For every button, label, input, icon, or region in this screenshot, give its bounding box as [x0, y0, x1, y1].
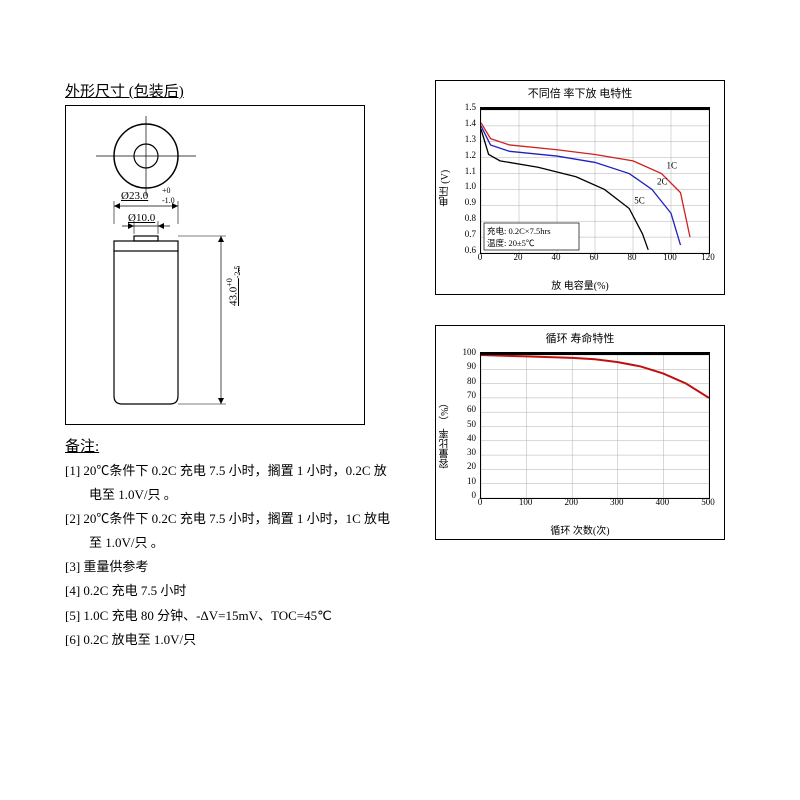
- xtick-label: 20: [506, 252, 530, 262]
- ytick-label: 0.8: [452, 213, 476, 223]
- svg-text:充电: 0.2C×7.5hrs: 充电: 0.2C×7.5hrs: [487, 226, 551, 236]
- dimension-title: 外形尺寸 (包装后): [65, 80, 395, 101]
- xtick-label: 400: [650, 497, 674, 507]
- note-item: [6] 0.2C 放电至 1.0V/只: [65, 629, 395, 651]
- chart2-title: 循环 寿命特性: [436, 330, 724, 346]
- ytick-label: 90: [452, 361, 476, 371]
- xtick-label: 0: [468, 497, 492, 507]
- chart1-ylabel: 电压 (V): [438, 169, 453, 205]
- xtick-label: 0: [468, 252, 492, 262]
- dimension-drawing: Ø23.0 +0 -1.0 Ø10.0 43.0+0-2.5: [65, 105, 365, 425]
- ytick-label: 1.5: [452, 102, 476, 112]
- xtick-label: 500: [696, 497, 720, 507]
- chart1-xlabel: 放 电容量(%): [436, 277, 724, 292]
- ytick-label: 30: [452, 447, 476, 457]
- chart1-title: 不同倍 率下放 电特性: [436, 85, 724, 101]
- xtick-label: 40: [544, 252, 568, 262]
- ytick-label: 20: [452, 461, 476, 471]
- discharge-chart: 不同倍 率下放 电特性 电压 (V) 放 电容量(%) 1C 2C 5C 充电: 0.…: [435, 80, 725, 295]
- dim-diameter-tol-bot: -1.0: [162, 196, 175, 205]
- ytick-label: 40: [452, 433, 476, 443]
- note-item: [3] 重量供参考: [65, 556, 395, 578]
- notes-list: [1] 20℃条件下 0.2C 充电 7.5 小时，搁置 1 小时，0.2C 放…: [65, 460, 395, 651]
- dim-diameter-tol-top: +0: [162, 186, 171, 195]
- dim-top-diameter: Ø10.0: [128, 212, 155, 224]
- ytick-label: 1.2: [452, 150, 476, 160]
- note-item-cont: 电至 1.0V/只 。: [65, 484, 395, 506]
- dim-height: 43.0+0-2.5: [225, 266, 242, 306]
- ytick-label: 1.3: [452, 134, 476, 144]
- svg-text:1C: 1C: [667, 161, 678, 171]
- cycle-life-chart: 循环 寿命特性 容量比率 （%） 循环 次数(次) 10090807060504…: [435, 325, 725, 540]
- chart2-plot: [480, 352, 710, 499]
- note-item: [2] 20℃条件下 0.2C 充电 7.5 小时，搁置 1 小时，1C 放电: [65, 508, 395, 530]
- right-column: 不同倍 率下放 电特性 电压 (V) 放 电容量(%) 1C 2C 5C 充电: 0.…: [435, 80, 735, 653]
- ytick-label: 70: [452, 390, 476, 400]
- ytick-label: 60: [452, 404, 476, 414]
- ytick-label: 100: [452, 347, 476, 357]
- note-item: [1] 20℃条件下 0.2C 充电 7.5 小时，搁置 1 小时，0.2C 放: [65, 460, 395, 482]
- ytick-label: 50: [452, 419, 476, 429]
- xtick-label: 300: [605, 497, 629, 507]
- ytick-label: 1.0: [452, 181, 476, 191]
- notes-title: 备注:: [65, 435, 395, 456]
- chart2-ylabel: 容量比率 （%）: [438, 397, 453, 468]
- ytick-label: 10: [452, 476, 476, 486]
- svg-text:温度: 20±5℃: 温度: 20±5℃: [487, 238, 535, 248]
- ytick-label: 80: [452, 376, 476, 386]
- svg-text:2C: 2C: [657, 176, 668, 186]
- xtick-label: 80: [620, 252, 644, 262]
- xtick-label: 100: [658, 252, 682, 262]
- ytick-label: 0.7: [452, 229, 476, 239]
- xtick-label: 60: [582, 252, 606, 262]
- svg-text:5C: 5C: [634, 196, 645, 206]
- ytick-label: 1.4: [452, 118, 476, 128]
- ytick-label: 0.9: [452, 197, 476, 207]
- note-item: [5] 1.0C 充电 80 分钟、-ΔV=15mV、TOC=45℃: [65, 605, 395, 627]
- ytick-label: 1.1: [452, 166, 476, 176]
- xtick-label: 100: [514, 497, 538, 507]
- note-item-cont: 至 1.0V/只 。: [65, 532, 395, 554]
- dim-diameter: Ø23.0: [121, 190, 148, 202]
- note-item: [4] 0.2C 充电 7.5 小时: [65, 580, 395, 602]
- chart1-plot: 1C 2C 5C 充电: 0.2C×7.5hrs 温度: 20±5℃: [480, 107, 710, 254]
- xtick-label: 200: [559, 497, 583, 507]
- left-column: 外形尺寸 (包装后): [65, 80, 395, 653]
- xtick-label: 120: [696, 252, 720, 262]
- chart2-xlabel: 循环 次数(次): [436, 522, 724, 537]
